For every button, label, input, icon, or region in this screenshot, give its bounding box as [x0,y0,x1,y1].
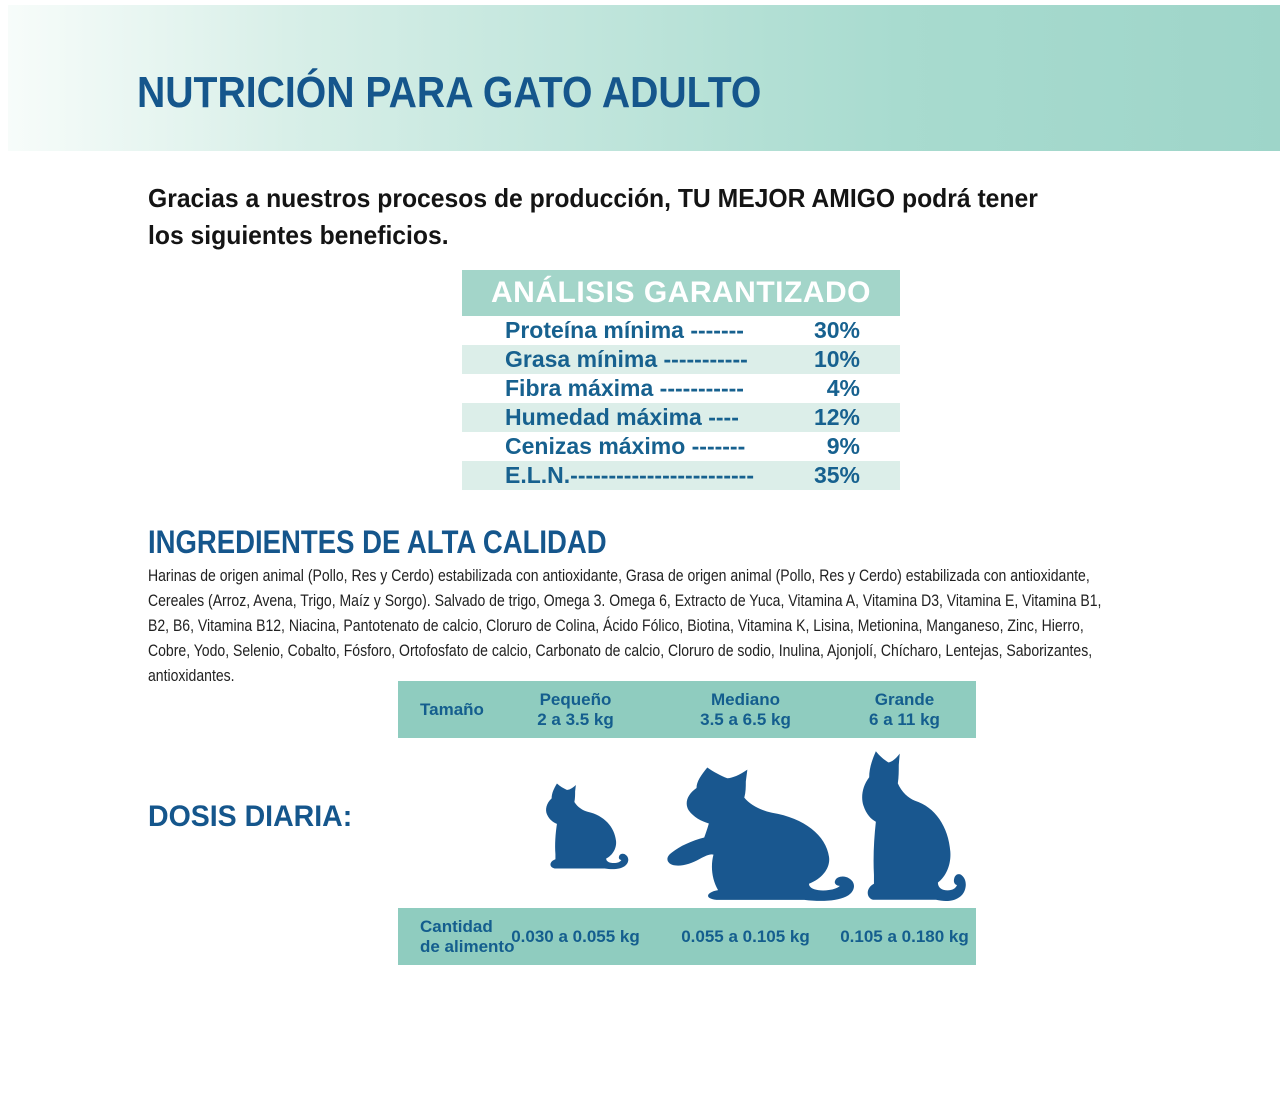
table-row: Fibra máxima ----------- 4% [462,374,900,403]
intro-paragraph: Gracias a nuestros procesos de producció… [148,180,1038,254]
intro-line: Gracias a nuestros procesos de producció… [148,183,1038,213]
analysis-label: E.L.N.------------------------ [505,462,754,488]
size-label: Tamaño [398,681,493,738]
amount-value: 0.055 a 0.105 kg [681,926,810,946]
amount-medium: 0.055 a 0.105 kg [658,908,833,965]
amount-value: 0.030 a 0.055 kg [511,926,640,946]
cat-medium-icon [658,760,866,902]
ingredients-line: Harinas de origen animal (Pollo, Res y C… [148,567,1090,585]
table-row: Cenizas máximo ------- 9% [462,432,900,461]
guaranteed-analysis-table: ANÁLISIS GARANTIZADO Proteína mínima ---… [462,270,900,490]
analysis-value: 30% [813,317,860,343]
food-amount-bar: Cantidad de alimento 0.030 a 0.055 kg 0.… [398,908,976,965]
size-range: 6 a 11 kg [869,709,940,729]
analysis-value: 9% [826,433,860,459]
table-row: Proteína mínima ------- 30% [462,316,900,345]
amount-value: 0.105 a 0.180 kg [840,926,969,946]
page-title: NUTRICIÓN PARA GATO ADULTO [137,68,762,117]
table-row: E.L.N.------------------------ 35% [462,461,900,490]
analysis-label: Humedad máxima ---- [505,404,739,430]
ingredients-line: Cereales (Arroz, Avena, Trigo, Maíz y So… [148,592,1102,610]
cat-small-icon [538,780,638,872]
cat-large-icon [852,745,978,906]
size-column-small: Pequeño 2 a 3.5 kg [493,681,658,738]
size-header-bar: Tamaño Pequeño 2 a 3.5 kg Mediano 3.5 a … [398,681,976,738]
analysis-label: Fibra máxima ----------- [505,375,744,401]
amount-label: Cantidad de alimento [398,908,514,965]
analysis-value: 10% [813,346,860,372]
size-name: Mediano [711,689,780,709]
size-range: 2 a 3.5 kg [537,709,614,729]
analysis-label: Proteína mínima ------- [505,317,744,343]
analysis-label: Grasa mínima ----------- [505,346,748,372]
table-row: Humedad máxima ---- 12% [462,403,900,432]
analysis-value: 12% [813,404,860,430]
size-name: Pequeño [539,689,612,709]
amount-label-line: de alimento [420,936,515,956]
amount-label-line: Cantidad [420,916,493,936]
analysis-value: 35% [813,462,860,488]
ingredients-line: antioxidantes. [148,667,235,685]
ingredients-line: B2, B6, Vitamina B12, Niacina, Pantotena… [148,617,1084,635]
header-banner: NUTRICIÓN PARA GATO ADULTO [8,5,1280,151]
size-name: Grande [874,689,935,709]
ingredients-paragraph: Harinas de origen animal (Pollo, Res y C… [148,564,1177,689]
daily-dose-heading: DOSIS DIARIA: [148,800,353,833]
amount-small: 0.030 a 0.055 kg [493,908,658,965]
size-range: 3.5 a 6.5 kg [700,709,791,729]
size-label-text: Tamaño [420,699,484,719]
size-column-large: Grande 6 a 11 kg [833,681,976,738]
analysis-label: Cenizas máximo ------- [505,433,746,459]
size-column-medium: Mediano 3.5 a 6.5 kg [658,681,833,738]
intro-line: los siguientes beneficios. [148,220,449,250]
ingredients-line: Cobre, Yodo, Selenio, Cobalto, Fósforo, … [148,642,1093,660]
analysis-value: 4% [826,375,860,401]
analysis-table-title: ANÁLISIS GARANTIZADO [462,270,900,316]
table-row: Grasa mínima ----------- 10% [462,345,900,374]
ingredients-heading: INGREDIENTES DE ALTA CALIDAD [148,524,607,560]
amount-large: 0.105 a 0.180 kg [833,908,976,965]
